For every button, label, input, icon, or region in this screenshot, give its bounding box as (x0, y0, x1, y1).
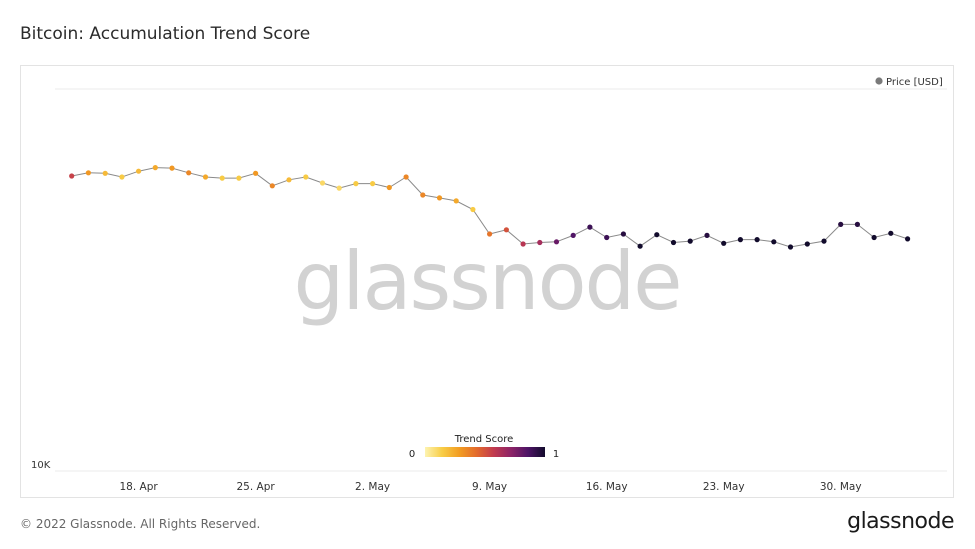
data-point[interactable] (754, 237, 760, 243)
data-point[interactable] (319, 180, 326, 186)
data-point[interactable] (202, 174, 209, 180)
data-point[interactable] (353, 181, 359, 187)
data-point[interactable] (838, 221, 844, 227)
data-point[interactable] (503, 227, 509, 233)
chart-title: Bitcoin: Accumulation Trend Score (20, 24, 311, 44)
data-point[interactable] (420, 192, 426, 198)
data-point[interactable] (236, 175, 242, 181)
data-point[interactable] (69, 173, 75, 179)
data-point[interactable] (370, 181, 376, 187)
color-scale: Trend Score 0 1 (409, 434, 559, 460)
data-point[interactable] (737, 237, 744, 243)
data-point[interactable] (537, 239, 543, 246)
x-tick-label: 9. May (472, 481, 507, 493)
data-point[interactable] (804, 241, 810, 247)
brand-logo[interactable]: glassnode (847, 509, 954, 534)
data-point[interactable] (570, 232, 576, 238)
data-point[interactable] (821, 238, 827, 244)
x-tick-label: 30. May (820, 481, 862, 493)
legend-label: Price [USD] (886, 77, 943, 88)
data-point[interactable] (286, 177, 292, 183)
data-point[interactable] (520, 241, 526, 247)
data-point[interactable] (854, 221, 861, 227)
color-scale-max: 1 (553, 449, 559, 460)
data-point[interactable] (888, 230, 894, 236)
data-point[interactable] (487, 231, 493, 237)
color-scale-title: Trend Score (454, 434, 514, 445)
data-point[interactable] (219, 175, 225, 181)
data-point[interactable] (787, 244, 794, 250)
data-point[interactable] (436, 195, 443, 201)
data-point[interactable] (587, 224, 593, 230)
chart-svg: glassnode 18. Apr 25. Apr 2. May 9. May 16. … (31, 77, 947, 493)
color-scale-bar (425, 447, 545, 457)
data-point[interactable] (654, 232, 660, 238)
watermark-text: glassnode (293, 235, 680, 328)
footer-copyright: © 2022 Glassnode. All Rights Reserved. (20, 517, 261, 531)
x-tick-label: 16. May (586, 481, 628, 493)
data-point[interactable] (453, 198, 459, 204)
data-point[interactable] (670, 239, 677, 246)
data-point[interactable] (687, 238, 693, 244)
x-tick-label: 18. Apr (119, 481, 158, 493)
data-point[interactable] (186, 170, 192, 176)
data-point[interactable] (303, 174, 309, 180)
data-point[interactable] (470, 206, 476, 213)
data-point[interactable] (403, 174, 409, 180)
data-point[interactable] (169, 165, 175, 171)
color-scale-min: 0 (409, 449, 415, 460)
data-point[interactable] (704, 232, 710, 238)
y-tick-label: 10K (31, 460, 51, 471)
x-tick-label: 25. Apr (236, 481, 275, 493)
data-point[interactable] (905, 236, 911, 242)
data-point[interactable] (771, 239, 777, 245)
data-point[interactable] (637, 243, 643, 249)
data-point[interactable] (253, 170, 259, 176)
data-point[interactable] (119, 174, 125, 180)
legend-dot-icon (875, 77, 883, 85)
chart-frame: glassnode 18. Apr 25. Apr 2. May 9. May 16. … (20, 65, 954, 498)
data-point[interactable] (553, 239, 560, 245)
data-point[interactable] (604, 234, 610, 241)
data-point[interactable] (269, 183, 275, 189)
data-point[interactable] (85, 170, 91, 176)
data-point[interactable] (386, 184, 392, 191)
x-tick-label: 2. May (355, 481, 390, 493)
data-point[interactable] (336, 185, 342, 191)
x-tick-label: 23. May (703, 481, 745, 493)
data-point[interactable] (152, 165, 158, 171)
legend[interactable]: Price [USD] (875, 77, 943, 88)
data-point[interactable] (102, 170, 108, 176)
data-point[interactable] (721, 240, 727, 246)
data-point[interactable] (620, 231, 627, 237)
data-point[interactable] (871, 234, 877, 241)
data-point[interactable] (136, 168, 142, 174)
